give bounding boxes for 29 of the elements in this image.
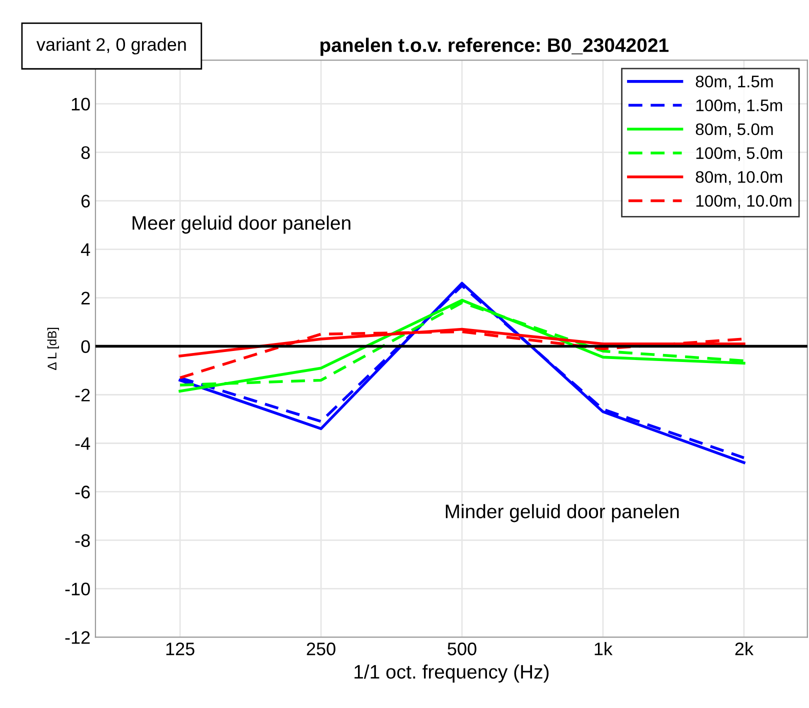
y-axis-title: Δ L [dB] (47, 328, 59, 370)
x-tick-label: 500 (448, 642, 476, 656)
annotation: Meer geluid door panelen (132, 216, 350, 234)
legend-label: 100m, 5.0m (696, 147, 782, 161)
x-tick-label: 125 (166, 642, 194, 656)
legend-label: 100m, 1.5m (696, 99, 782, 114)
y-tick-label: 10 (72, 98, 90, 111)
legend-label: 80m, 10.0m (696, 171, 782, 185)
y-tick-label: -12 (65, 631, 90, 644)
x-tick-label: 2k (735, 642, 754, 656)
y-tick-label: 2 (81, 292, 90, 304)
x-tick-label: 250 (306, 642, 336, 656)
legend-label: 80m, 5.0m (696, 123, 773, 138)
y-tick-label: 0 (81, 340, 90, 353)
y-tick-label: 6 (81, 194, 90, 208)
chart-title: panelen t.o.v. reference: B0_23042021 (320, 38, 669, 56)
y-tick-label: -10 (65, 582, 90, 596)
legend-label: 80m, 1.5m (696, 76, 773, 90)
y-tick-label: -6 (75, 486, 90, 498)
y-tick-label: -4 (75, 437, 90, 450)
y-tick-label: -2 (75, 388, 90, 402)
y-tick-label: -8 (75, 534, 90, 547)
annotation: Minder geluid door panelen (446, 504, 679, 522)
x-axis-title: 1/1 oct. frequency (Hz) (354, 664, 549, 683)
y-tick-label: 8 (81, 146, 90, 160)
text: variant 2, 0 graden (36, 38, 186, 54)
y-tick-label: 4 (80, 243, 90, 256)
x-tick-label: 1k (594, 642, 613, 656)
legend-label: 100m, 10.0m (696, 194, 792, 209)
